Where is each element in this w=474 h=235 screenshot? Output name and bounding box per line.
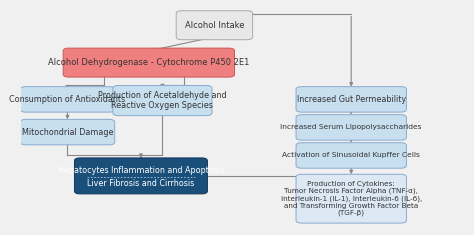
FancyBboxPatch shape — [74, 158, 208, 194]
FancyBboxPatch shape — [176, 11, 253, 40]
Text: Consumption of Antioxidants: Consumption of Antioxidants — [9, 95, 126, 104]
FancyBboxPatch shape — [296, 174, 406, 223]
FancyBboxPatch shape — [296, 143, 406, 168]
FancyBboxPatch shape — [113, 86, 212, 116]
FancyBboxPatch shape — [20, 87, 115, 112]
Text: Mitochondrial Damage: Mitochondrial Damage — [22, 128, 113, 137]
Text: Hepatocytes Inflammation and Apoptosis: Hepatocytes Inflammation and Apoptosis — [58, 166, 224, 175]
Text: Increased Serum Lipopolysaccharides: Increased Serum Lipopolysaccharides — [281, 124, 422, 130]
Text: Production of Acetaldehyde and
Reactive Oxygen Species: Production of Acetaldehyde and Reactive … — [98, 91, 227, 110]
Text: Increased Gut Permeability: Increased Gut Permeability — [297, 95, 406, 104]
FancyBboxPatch shape — [296, 115, 406, 140]
Text: Activation of Sinusoidal Kupffer Cells: Activation of Sinusoidal Kupffer Cells — [283, 153, 420, 158]
Text: Liver Fibrosis and Cirrhosis: Liver Fibrosis and Cirrhosis — [87, 179, 194, 188]
Text: Production of Cytokines:
Tumor Necrosis Factor Alpha (TNF-α),
Interleukin-1 (IL-: Production of Cytokines: Tumor Necrosis … — [281, 181, 422, 216]
FancyBboxPatch shape — [63, 48, 235, 77]
Text: Alcohol Intake: Alcohol Intake — [185, 21, 244, 30]
FancyBboxPatch shape — [296, 87, 406, 112]
FancyBboxPatch shape — [20, 119, 115, 145]
Text: Alcohol Dehydrogenase - Cytochrome P450 2E1: Alcohol Dehydrogenase - Cytochrome P450 … — [48, 58, 249, 67]
